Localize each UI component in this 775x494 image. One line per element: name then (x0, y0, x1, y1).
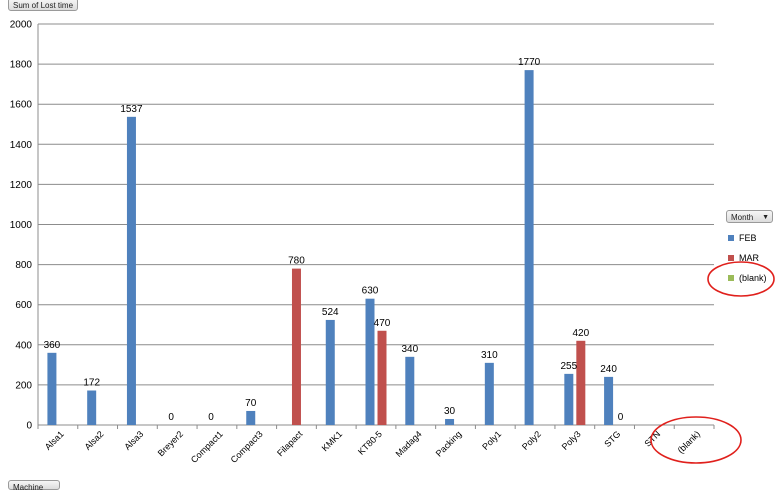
annotation-circle-axis (650, 416, 742, 464)
x-axis-tick-labels: Alsa1 Alsa2 Alsa3 Breyer2 Compact1 Compact3 Fi… (43, 429, 702, 465)
legend-item-feb: FEB (728, 228, 767, 248)
x-tick-label: Compact1 (189, 429, 225, 465)
legend-swatch-blank (728, 275, 734, 281)
bar-feb (405, 356, 415, 425)
bar-feb (484, 362, 494, 425)
data-label: 420 (572, 328, 589, 339)
x-tick-label: Compact3 (229, 429, 265, 465)
data-label: 524 (322, 307, 339, 318)
y-tick-label: 0 (26, 421, 32, 432)
data-labels: 360 172 1537 0 0 70 780 524 630 470 340 30 310 1770 25… (44, 57, 624, 423)
x-tick-label: Alsa2 (83, 429, 106, 452)
x-tick-label: KMK1 (320, 429, 344, 453)
x-tick-label: Poly1 (480, 429, 503, 452)
x-tick-label: STG (602, 429, 622, 449)
x-tick-label: Poly2 (520, 429, 543, 452)
data-label: 470 (374, 318, 391, 329)
data-label: 0 (168, 412, 174, 423)
legend-item-mar: MAR (728, 248, 767, 268)
bar-feb (87, 390, 97, 425)
y-tick-label: 2000 (10, 20, 33, 31)
bar-mar (291, 268, 301, 425)
y-tick-label: 800 (15, 260, 32, 271)
data-label: 255 (560, 361, 577, 372)
bar-feb (126, 116, 136, 426)
legend-swatch-mar (728, 255, 734, 261)
grid-lines (37, 23, 715, 429)
bar-feb (445, 418, 455, 425)
annotation-circle-legend (707, 261, 775, 297)
data-label: 30 (444, 406, 456, 417)
x-tick-label: KT80-5 (356, 429, 384, 457)
data-label: 630 (362, 286, 379, 297)
legend-label-feb: FEB (739, 233, 757, 243)
triangle-down-icon: ▼ (762, 214, 769, 221)
month-field-label: Month (731, 213, 754, 222)
y-tick-label: 1800 (10, 60, 33, 71)
data-label: 360 (44, 340, 61, 351)
y-tick-label: 400 (15, 340, 32, 351)
data-label: 310 (481, 350, 498, 361)
axis-field-button[interactable]: Machine (8, 480, 60, 492)
y-tick-label: 200 (15, 380, 32, 391)
data-label: 0 (618, 412, 624, 423)
legend-label-mar: MAR (739, 253, 759, 263)
value-field-button[interactable]: Sum of Lost time (8, 0, 78, 11)
data-label: 340 (401, 344, 418, 355)
y-tick-label: 1200 (10, 180, 33, 191)
x-tick-label: (blank) (676, 429, 703, 456)
x-tick-label: Poly3 (560, 429, 583, 452)
data-label: 70 (245, 398, 257, 409)
data-label: 1537 (120, 104, 143, 115)
legend-item-blank: (blank) (728, 268, 767, 288)
bar-mar (576, 340, 586, 425)
bar-feb (365, 298, 375, 425)
bar-feb (246, 410, 256, 425)
bar-feb (47, 352, 57, 425)
x-tick-label: Breyer2 (156, 429, 185, 458)
x-tick-label: Alsa1 (43, 429, 66, 452)
data-label: 0 (208, 412, 214, 423)
bars (47, 70, 614, 426)
x-tick-label: Packing (434, 429, 464, 459)
data-label: 240 (600, 364, 617, 375)
y-tick-label: 1000 (10, 220, 33, 231)
data-label: 1770 (518, 57, 541, 68)
bar-mar (377, 330, 387, 425)
y-tick-label: 600 (15, 300, 32, 311)
month-field-button[interactable]: Month ▼ (726, 210, 773, 223)
y-tick-label: 1600 (10, 100, 33, 111)
legend: FEB MAR (blank) (728, 228, 767, 288)
x-tick-label: Alsa3 (122, 429, 145, 452)
bar-feb (564, 373, 574, 425)
bar-feb (604, 376, 614, 425)
data-label: 172 (83, 378, 100, 389)
bar-feb (524, 70, 534, 426)
y-tick-label: 1400 (10, 140, 33, 151)
legend-label-blank: (blank) (739, 273, 767, 283)
data-label: 780 (288, 256, 305, 267)
legend-swatch-feb (728, 235, 734, 241)
bar-feb (325, 319, 335, 425)
annotations (650, 261, 775, 464)
y-axis-tick-labels: 0 200 400 600 800 1000 1200 1400 1600 1800 2000 (10, 20, 33, 432)
x-tick-label: Filapact (275, 429, 305, 459)
x-tick-label: Madag4 (394, 429, 424, 459)
